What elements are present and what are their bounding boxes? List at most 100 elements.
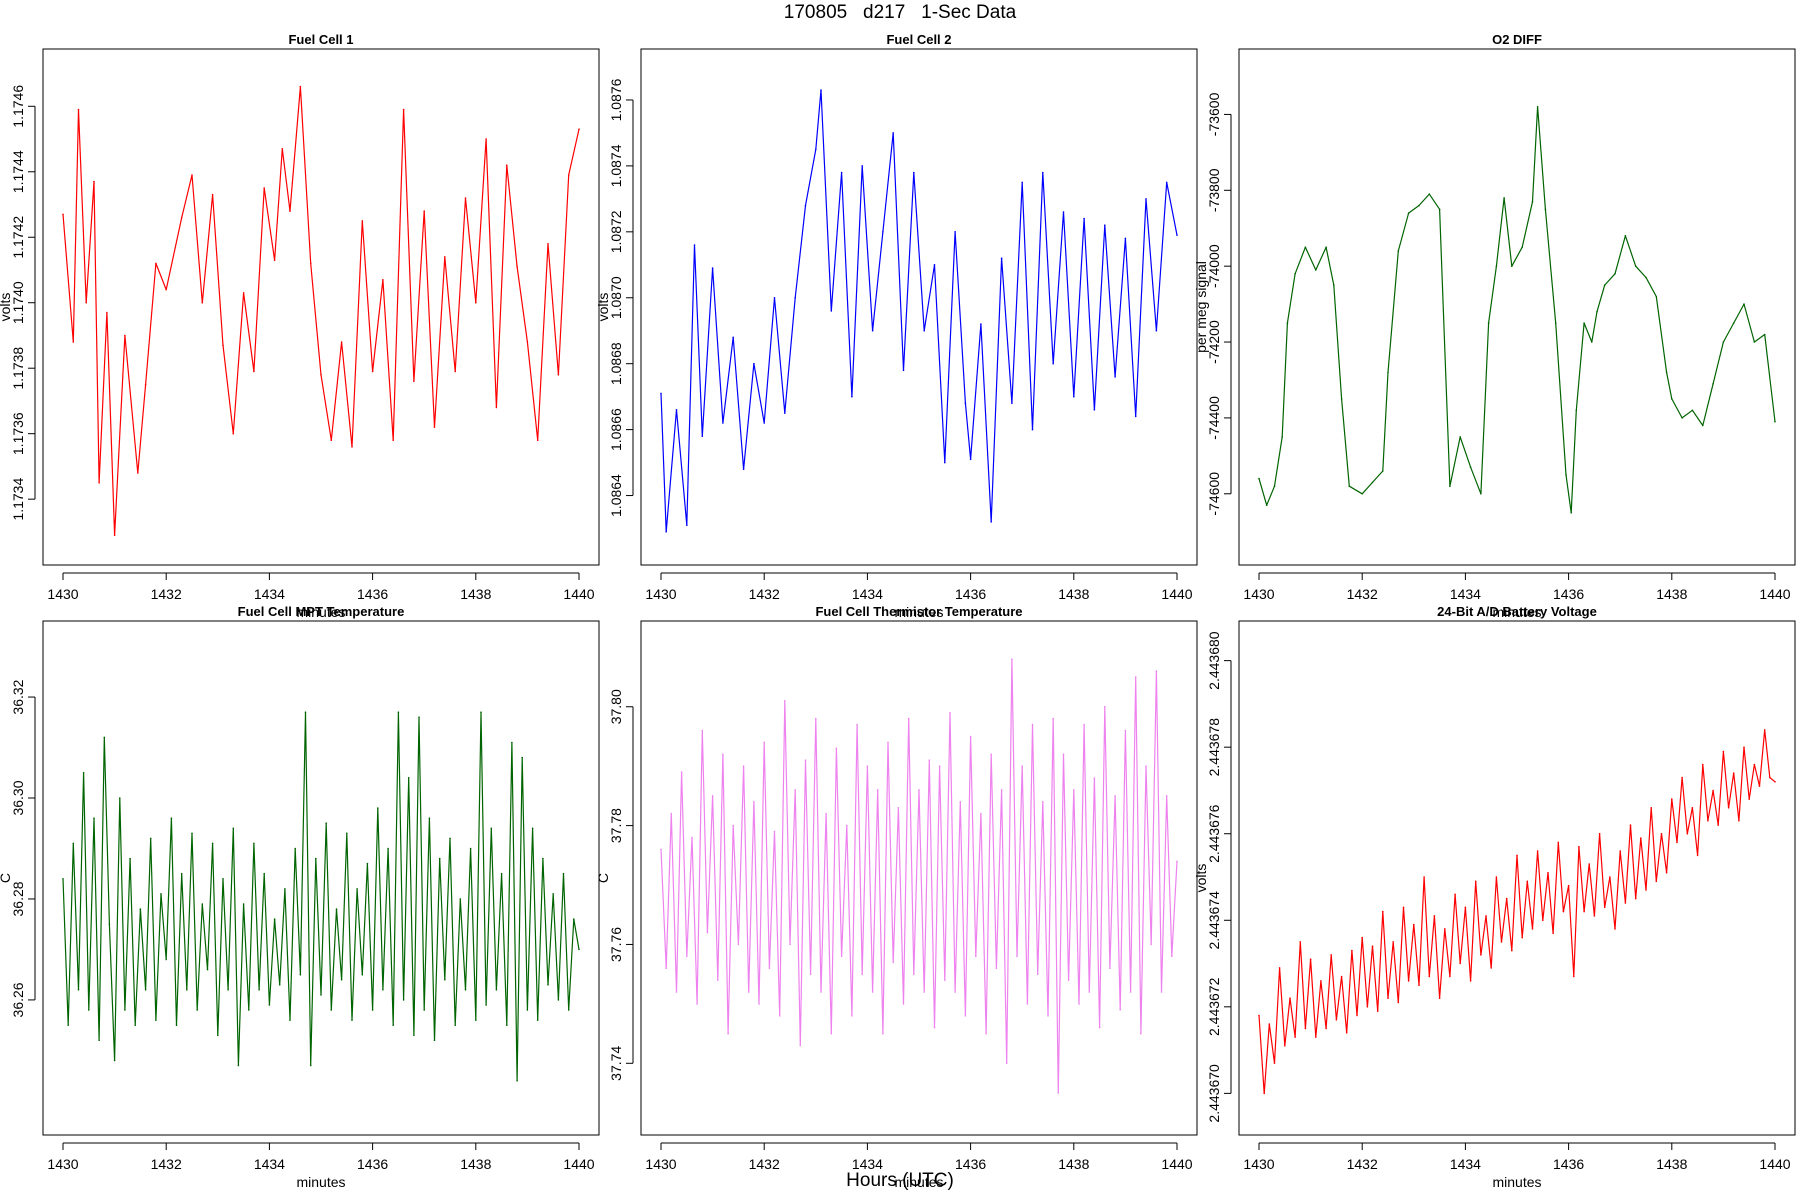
x-tick-label: 1432 — [1347, 1156, 1378, 1172]
data-point — [1665, 371, 1668, 374]
data-point — [485, 1004, 487, 1006]
data-point — [1769, 776, 1771, 779]
x-axis-label: minutes — [296, 604, 345, 620]
chart-panel-2: Fuel Cell 2 1430 1432 1434 1436 1438 1440 minut… — [595, 32, 1198, 620]
data-point — [975, 955, 977, 958]
data-point — [1062, 211, 1065, 213]
x-tick-label: 1438 — [460, 586, 491, 602]
x-tick-label: 1430 — [1243, 586, 1274, 602]
data-point — [371, 370, 374, 373]
y-tick-label: 2.443678 — [1206, 718, 1222, 777]
data-point — [1376, 1010, 1379, 1012]
data-point — [1526, 880, 1529, 883]
x-tick-label: 1436 — [955, 586, 986, 602]
data-point — [861, 165, 863, 167]
data-point — [1495, 265, 1498, 268]
x-tick-label: 1434 — [254, 586, 285, 602]
data-point — [1348, 485, 1351, 488]
data-point — [871, 329, 874, 332]
data-point — [557, 999, 560, 1001]
data-point — [969, 735, 972, 738]
data-point — [1031, 428, 1034, 431]
data-point — [882, 1032, 884, 1035]
data-point — [1145, 198, 1147, 200]
data-point — [815, 717, 817, 720]
data-point — [113, 534, 116, 536]
data-point — [907, 717, 910, 720]
data-point — [1774, 781, 1776, 783]
data-point — [830, 1032, 833, 1035]
x-tick-label: 1440 — [1759, 586, 1790, 602]
data-point — [191, 174, 193, 176]
chart-panel-6: 24-Bit A/D Battery Voltage 1430 1432 1434 14… — [1193, 604, 1796, 1190]
data-point — [1294, 1036, 1296, 1038]
data-point — [861, 973, 863, 975]
data-point — [454, 1024, 457, 1026]
data-point — [1273, 1062, 1276, 1064]
x-tick-label: 1432 — [151, 1156, 182, 1172]
data-point — [856, 723, 858, 726]
data-point — [356, 888, 358, 890]
y-tick-label: 37.80 — [608, 689, 624, 724]
data-point — [309, 262, 312, 265]
y-tick-label: 2.443670 — [1206, 1064, 1222, 1123]
data-point — [1114, 376, 1116, 378]
data-point — [1083, 217, 1085, 220]
data-point — [1119, 1009, 1121, 1011]
data-point — [763, 741, 765, 744]
data-point — [1702, 424, 1704, 427]
x-tick-label: 1434 — [1450, 1156, 1481, 1172]
y-tick-label: 1.0866 — [608, 408, 624, 451]
data-point — [717, 979, 719, 981]
data-point — [1433, 915, 1436, 917]
data-point — [980, 323, 982, 325]
data-point — [361, 973, 364, 976]
data-point — [840, 171, 843, 174]
data-point — [201, 903, 204, 905]
data-point — [1676, 841, 1678, 844]
data-point — [1743, 746, 1745, 748]
data-point — [913, 973, 915, 975]
data-point — [1763, 729, 1766, 731]
x-tick-label: 1436 — [1553, 586, 1584, 602]
data-point — [495, 989, 498, 991]
data-point — [990, 521, 992, 523]
data-point — [289, 1019, 291, 1021]
data-point — [299, 973, 302, 976]
data-point — [851, 1015, 853, 1017]
data-point — [106, 311, 108, 314]
data-point — [1281, 436, 1283, 438]
data-point — [1480, 954, 1482, 956]
data-point — [278, 984, 281, 986]
data-point — [747, 991, 750, 993]
data-point — [567, 1009, 570, 1011]
data-point — [304, 711, 307, 713]
chart-panel-4: Fuel Cell MPT Temperature 1430 1432 1434 143… — [0, 604, 600, 1190]
data-point — [88, 1009, 90, 1011]
y-tick-label: 1.0876 — [608, 78, 624, 121]
x-tick-label: 1434 — [852, 1156, 883, 1172]
data-point — [1114, 795, 1116, 797]
data-point — [330, 1009, 333, 1011]
data-point — [1459, 962, 1461, 965]
data-point — [144, 383, 147, 386]
data-point — [211, 842, 214, 845]
y-tick-label: 2.443680 — [1206, 631, 1222, 690]
data-point — [1485, 915, 1487, 917]
y-axis-label: C — [0, 873, 13, 883]
y-tick-label: 1.1746 — [10, 85, 26, 128]
data-point — [413, 1034, 415, 1036]
data-point — [1575, 409, 1578, 412]
data-point — [165, 958, 167, 961]
data-point — [1356, 1014, 1358, 1017]
x-axis-label: minutes — [1492, 1174, 1541, 1190]
data-point — [887, 741, 889, 744]
data-point — [1042, 171, 1044, 174]
y-tick-label: 1.0870 — [608, 276, 624, 319]
data-point — [923, 329, 925, 332]
data-point — [1480, 493, 1482, 495]
y-axis-label: volts — [0, 293, 13, 322]
y-tick-label: 1.0868 — [608, 342, 624, 385]
data-point — [1104, 224, 1106, 226]
data-point — [1722, 750, 1725, 753]
